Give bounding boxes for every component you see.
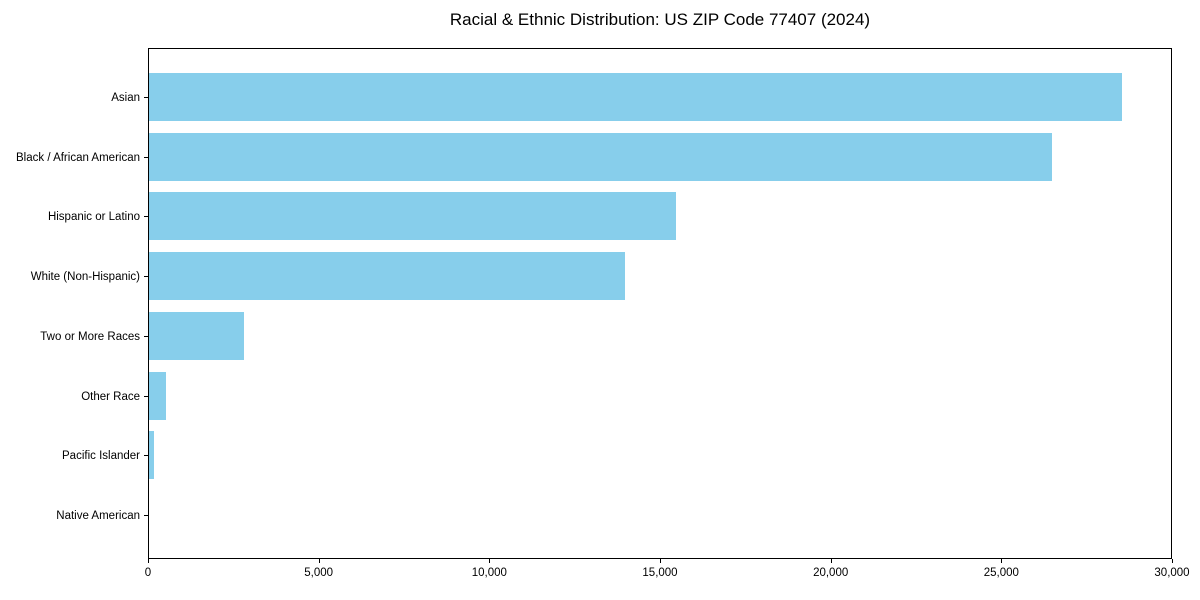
y-tick-label: Black / African American xyxy=(16,151,140,164)
x-tick-label: 25,000 xyxy=(983,567,1019,579)
y-tick-mark xyxy=(144,455,148,457)
x-tick-mark xyxy=(1172,559,1173,563)
x-tick-label: 30,000 xyxy=(1154,567,1190,579)
y-tick-mark xyxy=(144,156,148,158)
bar xyxy=(149,132,1052,181)
x-tick-mark xyxy=(489,559,491,563)
chart-title: Racial & Ethnic Distribution: US ZIP Cod… xyxy=(449,10,871,29)
y-tick-label: Two or More Races xyxy=(40,330,140,343)
y-tick-label: Asian xyxy=(111,92,140,104)
y-tick-label: Hispanic or Latino xyxy=(47,211,140,224)
x-tick-label: 20,000 xyxy=(813,567,849,579)
y-tick-mark xyxy=(144,216,148,218)
bar xyxy=(149,371,167,420)
x-tick-mark xyxy=(318,559,320,563)
y-tick-label: Other Race xyxy=(81,390,140,403)
x-tick-mark xyxy=(660,559,661,563)
bar xyxy=(149,311,244,360)
y-tick-mark xyxy=(144,97,148,98)
x-tick-mark xyxy=(1001,559,1003,563)
x-tick-label: 5,000 xyxy=(304,567,334,579)
y-tick-mark xyxy=(144,335,148,337)
x-tick-label: 10,000 xyxy=(471,567,507,579)
x-tick-label: 0 xyxy=(144,567,152,579)
x-tick-mark xyxy=(830,559,832,563)
y-tick-label: Native American xyxy=(56,509,140,522)
y-tick-mark xyxy=(144,395,148,397)
bar xyxy=(149,192,677,241)
bar xyxy=(149,252,625,301)
y-tick-mark xyxy=(144,514,148,516)
bar xyxy=(149,73,1122,121)
y-tick-label: Pacific Islander xyxy=(62,450,140,463)
bar xyxy=(149,431,155,480)
x-tick-label: 15,000 xyxy=(642,567,678,579)
x-tick-mark xyxy=(148,559,149,563)
y-tick-label: White (Non-Hispanic) xyxy=(30,271,140,284)
y-tick-mark xyxy=(144,276,148,278)
plot-area xyxy=(148,48,1172,559)
